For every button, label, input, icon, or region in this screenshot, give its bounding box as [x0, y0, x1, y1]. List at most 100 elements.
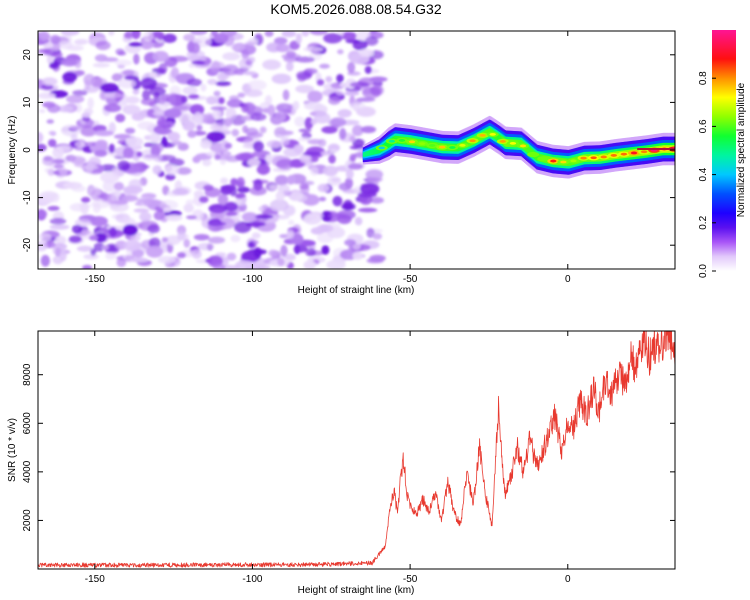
noise-blob: [366, 227, 375, 238]
noise-blob: [92, 62, 110, 68]
noise-blob: [176, 252, 187, 259]
noise-blob: [49, 224, 70, 230]
snr-y-axis: 2000 4000 6000 8000: [22, 363, 675, 532]
noise-blob: [46, 54, 54, 65]
noise-blob: [313, 112, 331, 124]
noise-blob: [279, 234, 289, 239]
signal-ridge-band: [369, 150, 372, 156]
noise-blob: [231, 128, 240, 137]
signal-ridge-band: [497, 133, 500, 142]
signal-hotspot-core: [640, 150, 648, 154]
noise-blob: [112, 200, 129, 205]
snr-x-axis: -150 -100 -50 0: [85, 331, 571, 585]
noise-blob: [164, 165, 179, 176]
noise-blob: [162, 33, 177, 44]
noise-blob: [39, 108, 46, 114]
noise-blob: [140, 97, 156, 106]
noise-blob: [210, 60, 221, 73]
noise-blob: [152, 50, 169, 63]
noise-blob: [224, 201, 239, 212]
signal-ridge-band: [377, 147, 379, 154]
noise-blob: [80, 196, 91, 203]
noise-blob: [254, 264, 271, 269]
noise-blob: [204, 187, 221, 198]
noise-blob: [70, 133, 78, 142]
noise-blob: [286, 229, 295, 239]
noise-blob: [95, 40, 111, 51]
noise-blob: [266, 140, 282, 149]
noise-blob: [276, 158, 295, 170]
signal-ridge-band: [526, 144, 528, 153]
noise-blob: [49, 34, 61, 45]
noise-blob: [41, 77, 58, 86]
noise-blob: [225, 211, 238, 217]
signal-hotspot-core: [479, 133, 486, 137]
noise-blob: [193, 111, 203, 124]
noise-blob: [83, 253, 99, 260]
noise-blob: [153, 103, 168, 114]
noise-blob: [222, 52, 241, 61]
spectrogram-y-tick-label: 20: [22, 49, 33, 61]
noise-blob: [113, 133, 132, 140]
noise-blob: [122, 69, 135, 76]
noise-blob: [186, 78, 202, 87]
noise-blob: [251, 232, 261, 239]
signal-hotspot-core: [519, 144, 527, 148]
spectrogram-y-tick-label: 10: [22, 96, 33, 108]
signal-ridge-band: [373, 148, 376, 155]
colorbar-ticks: 0.0 0.2 0.4 0.6 0.8: [698, 71, 716, 278]
noise-blob: [143, 154, 160, 159]
noise-blob: [220, 31, 237, 37]
snr-plot-area: [38, 331, 675, 569]
noise-blob: [297, 137, 311, 142]
noise-blob: [122, 224, 138, 236]
signal-ridge-band: [498, 134, 501, 143]
noise-blob: [296, 70, 312, 80]
colorbar: 0.0 0.2 0.4 0.6 0.8 Normalized spectral ampl…: [698, 30, 747, 278]
noise-blob: [128, 42, 143, 47]
noise-blob: [124, 127, 136, 134]
noise-blob: [183, 33, 196, 42]
noise-blob: [336, 73, 344, 83]
noise-blob: [161, 136, 168, 148]
noise-blob: [262, 59, 281, 70]
noise-blob: [82, 264, 93, 269]
signal-ridge-band: [376, 147, 378, 154]
noise-blob: [193, 190, 205, 198]
noise-blob: [101, 191, 108, 203]
noise-blob: [364, 36, 379, 46]
noise-blob: [215, 252, 227, 257]
noise-blob: [349, 153, 357, 162]
noise-blob: [49, 62, 59, 69]
noise-blob: [89, 234, 99, 241]
noise-blob: [325, 76, 333, 83]
noise-blob: [358, 207, 378, 213]
noise-blob: [293, 245, 308, 253]
signal-hotspot-core: [560, 160, 567, 164]
noise-blob: [247, 241, 255, 248]
noise-blob: [80, 164, 99, 171]
signal-ridge-layer: [362, 115, 675, 179]
noise-blob: [131, 31, 141, 40]
noise-blob: [105, 252, 117, 260]
colorbar-label: Normalized spectral amplitude: [736, 82, 747, 217]
signal-ridge-band: [488, 128, 491, 136]
noise-blob: [183, 238, 191, 248]
signal-ridge-band: [372, 148, 375, 155]
noise-blob: [294, 116, 305, 127]
noise-blob: [52, 146, 64, 159]
signal-hotspot-core: [388, 139, 396, 143]
noise-blob: [191, 249, 202, 259]
noise-blob: [113, 182, 124, 191]
signal-ridge-band: [496, 132, 499, 141]
noise-blob: [247, 79, 267, 91]
noise-blob: [271, 73, 292, 85]
snr-y-axis-label: SNR (10 * v/v): [7, 418, 18, 482]
noise-blob: [321, 126, 338, 134]
noise-blob: [344, 239, 356, 246]
noise-blob: [68, 235, 82, 243]
noise-blob: [143, 198, 162, 208]
noise-blob: [139, 211, 152, 222]
noise-blob: [117, 160, 131, 172]
noise-blob: [142, 31, 154, 42]
